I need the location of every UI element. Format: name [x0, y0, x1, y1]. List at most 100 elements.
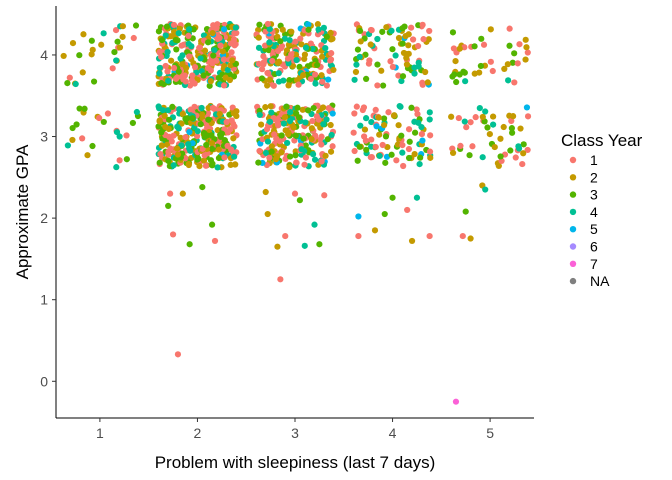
data-point: [380, 115, 388, 122]
data-point: [288, 51, 295, 58]
data-point: [73, 121, 80, 128]
data-point: [497, 135, 504, 142]
data-point: [399, 73, 407, 80]
data-point: [186, 241, 193, 248]
data-point: [385, 109, 392, 116]
data-point: [415, 42, 422, 50]
data-point: [66, 74, 73, 81]
data-point: [209, 104, 217, 112]
data-point: [314, 61, 321, 69]
data-point: [219, 48, 226, 55]
data-point: [318, 141, 325, 148]
data-point: [230, 73, 238, 80]
legend-key: [569, 174, 577, 181]
data-point: [426, 109, 433, 116]
data-point: [170, 64, 178, 72]
data-point: [506, 42, 513, 49]
data-point: [411, 129, 419, 136]
data-point: [351, 147, 358, 155]
data-point: [459, 232, 466, 240]
data-point: [313, 113, 320, 120]
data-point: [132, 22, 140, 29]
data-point: [175, 68, 182, 75]
data-point: [208, 140, 216, 147]
data-point: [165, 77, 172, 84]
data-point: [427, 132, 434, 139]
data-point: [294, 104, 301, 111]
legend-key: [569, 208, 577, 216]
data-point: [356, 53, 363, 61]
data-point: [310, 104, 317, 112]
data-point: [177, 134, 184, 141]
data-point: [467, 235, 474, 242]
data-point: [352, 68, 360, 76]
data-point: [185, 160, 192, 168]
data-point: [268, 148, 275, 155]
data-point: [311, 156, 319, 163]
data-point: [255, 60, 263, 67]
data-point: [179, 73, 186, 80]
data-point: [372, 143, 379, 151]
data-point: [449, 149, 457, 157]
data-point: [292, 152, 299, 159]
data-point: [418, 131, 425, 138]
x-tick-label: 5: [486, 425, 494, 441]
data-point: [376, 131, 383, 138]
data-point: [309, 45, 316, 53]
data-point: [113, 164, 120, 171]
data-point: [272, 156, 280, 163]
data-point: [162, 123, 169, 131]
data-point: [174, 351, 182, 358]
data-point: [100, 118, 107, 126]
data-point: [202, 162, 210, 169]
data-point: [416, 161, 423, 168]
data-point: [456, 45, 463, 52]
data-point: [167, 145, 174, 152]
data-point: [170, 162, 177, 169]
data-point: [482, 108, 489, 115]
data-point: [280, 120, 287, 127]
data-point: [64, 80, 71, 87]
data-point: [405, 42, 412, 49]
data-point: [169, 103, 176, 110]
data-point: [174, 123, 181, 130]
data-point: [484, 124, 491, 131]
data-point: [79, 135, 86, 142]
data-point: [283, 47, 291, 54]
data-point: [291, 190, 299, 197]
data-point: [230, 135, 237, 142]
data-point: [262, 188, 269, 196]
data-point: [426, 232, 433, 240]
data-point: [172, 36, 179, 44]
data-point: [179, 190, 186, 197]
data-point: [398, 132, 405, 139]
data-point: [419, 21, 426, 28]
data-point: [361, 126, 369, 133]
data-point: [506, 25, 513, 32]
data-point: [516, 41, 523, 48]
data-point: [387, 58, 394, 65]
data-point: [264, 138, 272, 145]
data-point: [451, 71, 458, 78]
data-point: [300, 72, 307, 79]
data-point: [112, 27, 120, 34]
data-point: [216, 110, 223, 118]
data-point: [469, 143, 476, 150]
data-point: [216, 34, 223, 42]
y-tick-label: 1: [40, 292, 48, 308]
data-point: [210, 52, 217, 59]
data-point: [301, 161, 308, 168]
data-point: [275, 58, 283, 65]
data-point: [284, 139, 291, 147]
data-point: [221, 154, 228, 161]
data-point: [363, 75, 370, 82]
data-point: [256, 111, 263, 119]
data-point: [162, 32, 169, 39]
data-point: [322, 152, 329, 159]
data-point: [84, 152, 91, 159]
data-point: [164, 48, 171, 56]
data-point: [204, 64, 212, 72]
data-point: [456, 71, 463, 78]
data-point: [286, 117, 294, 125]
data-point: [368, 143, 375, 150]
